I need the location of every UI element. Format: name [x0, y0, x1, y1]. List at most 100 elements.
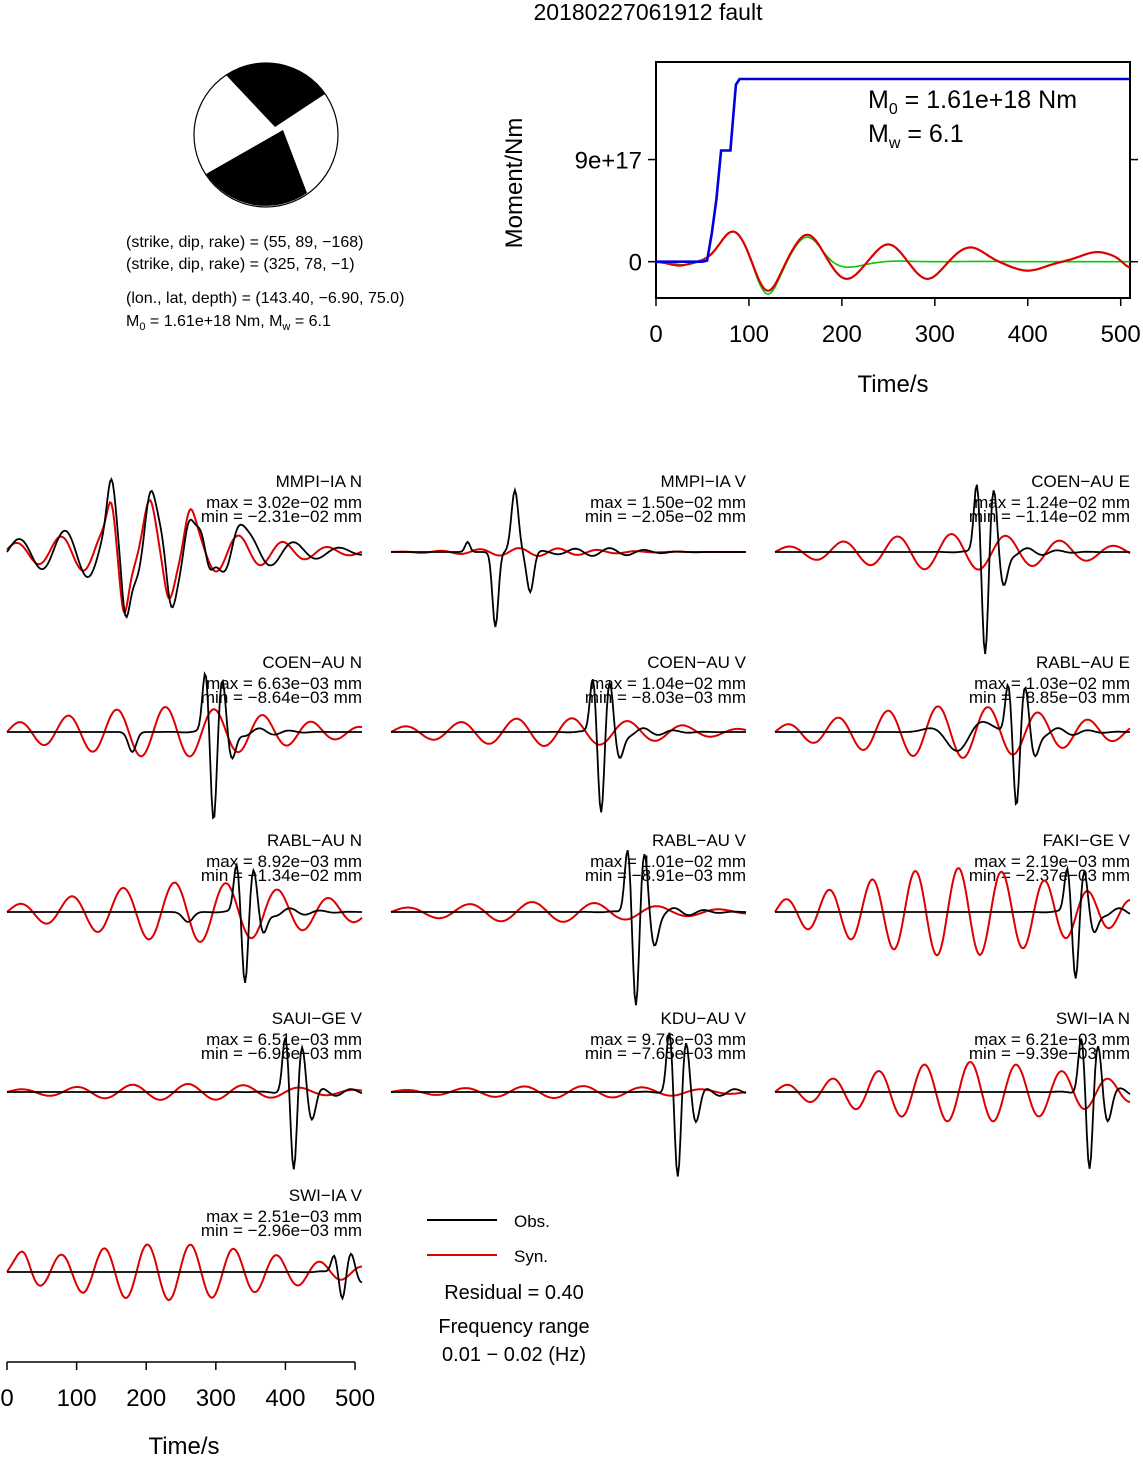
station-name: KDU−AU V: [661, 1009, 747, 1028]
station-min: min = −2.31e−02 mm: [201, 507, 362, 526]
station-max: max = 2.51e−03 mm: [206, 1207, 362, 1226]
synthetic-trace: [6, 881, 363, 943]
mechanism-line-1: (strike, dip, rake) = (55, 89, −168): [126, 234, 363, 251]
observed-trace: [7, 861, 362, 984]
station-name: MMPI−IA V: [661, 472, 747, 491]
station-min: min = −6.96e−03 mm: [201, 1044, 362, 1063]
beachball-compression-upper: [226, 62, 325, 127]
synthetic-trace: [390, 717, 747, 748]
moment-ytick-label: 9e+17: [575, 148, 642, 175]
moment-xtick-label: 100: [729, 321, 769, 348]
station-name: RABL−AU V: [652, 831, 747, 850]
synthetic-trace: [390, 901, 747, 923]
moment-xtick-label: 0: [649, 321, 662, 348]
waveform-time-axis: 0 100 200 300 400 500: [0, 1361, 375, 1412]
observed-trace: [775, 1038, 1131, 1169]
station-name: SAUI−GE V: [272, 1009, 363, 1028]
time-axis-tick-label: 300: [196, 1385, 236, 1412]
station-name: RABL−AU E: [1036, 653, 1130, 672]
time-axis-tick-label: 200: [126, 1385, 166, 1412]
station-name: RABL−AU N: [267, 831, 362, 850]
synthetic-trace: [774, 532, 1131, 571]
observed-trace: [7, 1037, 363, 1170]
time-axis-tick-label: 400: [265, 1385, 305, 1412]
moment-ytick-label: 0: [629, 250, 642, 277]
station-name: MMPI−IA N: [276, 472, 362, 491]
observed-trace: [391, 486, 746, 628]
observed-trace: [391, 1032, 747, 1177]
moment-ylabel: Moment/Nm: [501, 118, 528, 249]
mechanism-line-3: (lon., lat, depth) = (143.40, −6.90, 75.…: [126, 290, 404, 307]
station-min: min = −8.03e−03 mm: [585, 688, 746, 707]
observed-trace: [775, 484, 1130, 655]
station-name: FAKI−GE V: [1043, 831, 1131, 850]
observed-trace: [775, 682, 1131, 807]
synthetic-trace: [774, 1060, 1131, 1123]
station-max: max = 1.03e−02 mm: [974, 674, 1130, 693]
moment-m0-annotation: M0 = 1.61e+18 Nm: [868, 86, 1077, 118]
moment-xtick-label: 500: [1101, 321, 1141, 348]
station-name: COEN−AU N: [262, 653, 362, 672]
moment-xlabel: Time/s: [857, 371, 928, 398]
moment-xtick-label: 200: [822, 321, 862, 348]
residual-label: Residual = 0.40: [444, 1282, 584, 1304]
observed-trace: [7, 1252, 363, 1301]
time-axis-tick-label: 100: [57, 1385, 97, 1412]
synthetic-trace: [774, 866, 1131, 957]
station-max: max = 1.50e−02 mm: [590, 493, 746, 512]
beachball: [193, 62, 339, 208]
station-name: COEN−AU E: [1031, 472, 1130, 491]
moment-cumulative: [656, 77, 1130, 263]
moment-curves: [655, 77, 1131, 295]
time-axis-tick-label: 500: [335, 1385, 375, 1412]
frequency-range: 0.01 − 0.02 (Hz): [442, 1344, 586, 1366]
legend-obs-label: Obs.: [514, 1212, 550, 1231]
mechanism-line-4: M0 = 1.61e+18 Nm, Mw = 6.1: [126, 313, 331, 333]
legend: Obs. Syn. Residual = 0.40 Frequency rang…: [427, 1212, 590, 1366]
station-max: max = 6.63e−03 mm: [206, 674, 362, 693]
station-max: max = 3.02e−02 mm: [206, 493, 362, 512]
waveform-xlabel: Time/s: [148, 1433, 219, 1458]
station-min: min = −9.39e−03 mm: [969, 1044, 1130, 1063]
moment-xtick-label: 400: [1008, 321, 1048, 348]
moment-rate-red: [655, 230, 1131, 292]
moment-panel-frame: [655, 61, 1131, 299]
station-min: min = −1.34e−02 mm: [201, 866, 362, 885]
time-axis-tick-label: 0: [0, 1385, 13, 1412]
synthetic-trace: [6, 1243, 363, 1302]
station-max: max = 6.21e−03 mm: [974, 1030, 1130, 1049]
observed-trace: [775, 865, 1131, 979]
station-name: COEN−AU V: [647, 653, 746, 672]
observed-trace: [6, 477, 363, 619]
station-min: min = −8.64e−03 mm: [201, 688, 362, 707]
station-max: max = 2.19e−03 mm: [974, 852, 1130, 871]
moment-ticks: 0 100 200 300 400 500 0 9e+17: [575, 148, 1141, 348]
station-min: min = −8.85e−03 mm: [969, 688, 1130, 707]
observed-trace: [7, 671, 362, 820]
figure-title: 20180227061912 fault: [534, 0, 764, 25]
observed-trace: [391, 849, 747, 1006]
synthetic-trace: [774, 705, 1131, 759]
observed-trace: [391, 679, 746, 813]
station-min: min = −2.37e−03 mm: [969, 866, 1130, 885]
mechanism-line-2: (strike, dip, rake) = (325, 78, −1): [126, 256, 355, 273]
synthetic-trace: [6, 1082, 363, 1101]
moment-mw-annotation: Mw = 6.1: [868, 120, 964, 152]
station-max: max = 1.24e−02 mm: [974, 493, 1130, 512]
station-max: max = 8.92e−03 mm: [206, 852, 362, 871]
